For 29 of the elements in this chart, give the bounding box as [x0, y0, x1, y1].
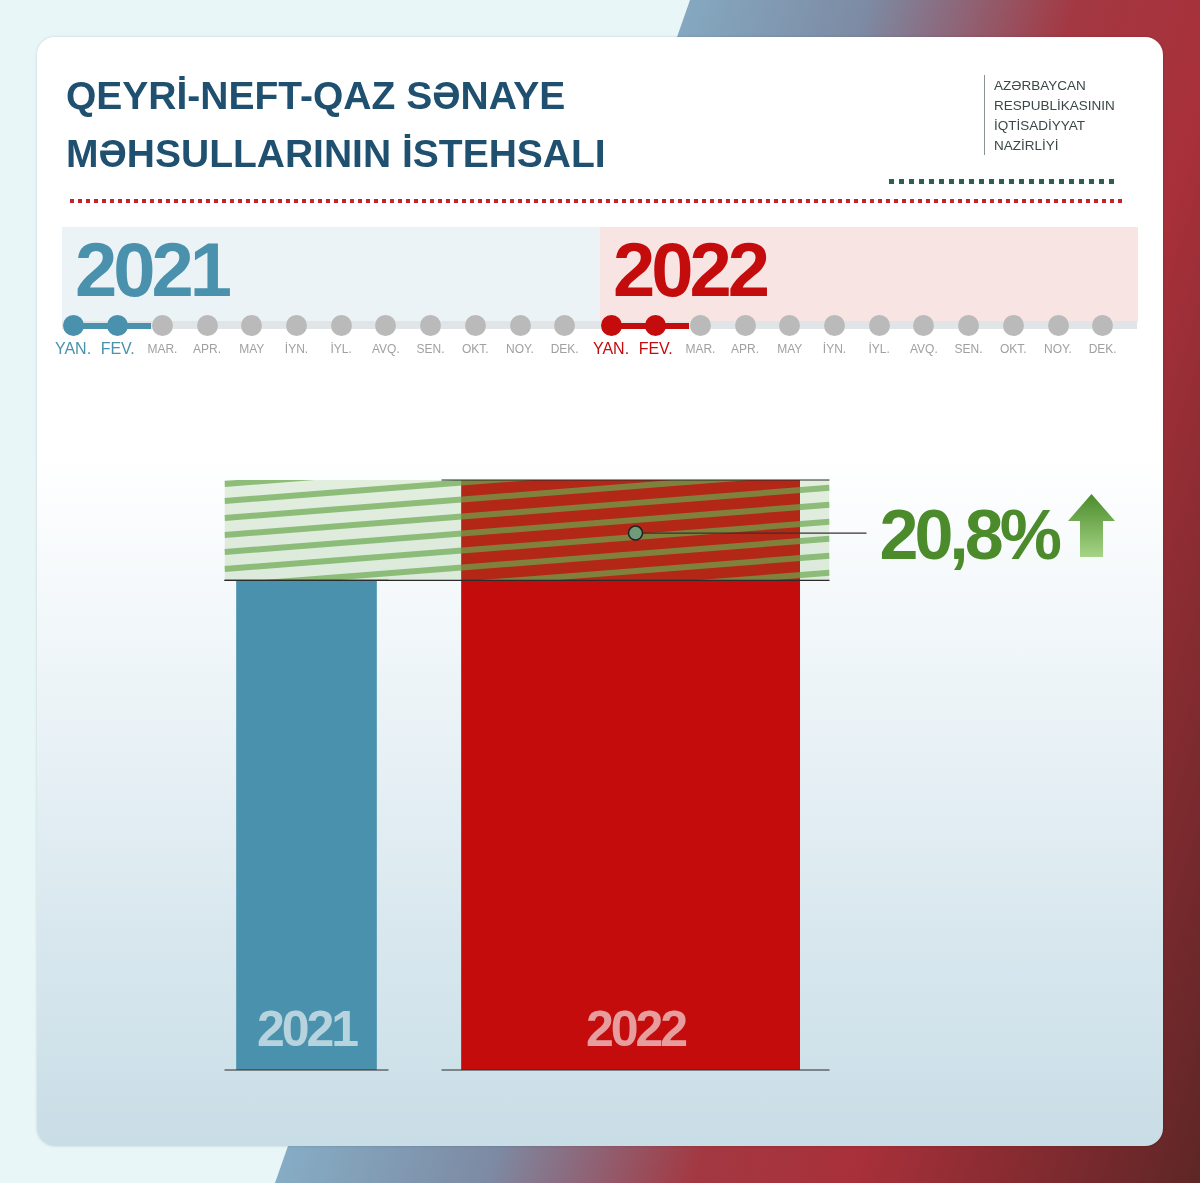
category-label: MAR. [147, 342, 178, 356]
category-label: OKT. [461, 342, 489, 356]
category-label: OKT. [999, 342, 1027, 356]
text: 2021 [75, 227, 229, 312]
category-label: AVQ. [909, 342, 938, 356]
category-label: DEK. [550, 342, 579, 356]
category-label: MAR. [685, 342, 716, 356]
category-label: MAY [777, 342, 803, 356]
category-label: NOY. [1044, 342, 1072, 356]
category-label: AVQ. [371, 342, 400, 356]
text: QEYRİ-NEFT-QAZ SƏNAYE MƏHSULLARININ İSTEHSALI [66, 73, 607, 177]
category-label: SEN. [416, 342, 445, 356]
category-label: DEK. [1088, 342, 1117, 356]
category-label: YAN. [54, 340, 92, 357]
category-label: YAN. [592, 340, 630, 357]
category-label: NOY. [506, 342, 534, 356]
category-label: İYN. [284, 342, 309, 356]
text: 2022 [613, 227, 767, 312]
category-label: İYL. [868, 342, 890, 356]
annotation: 20,8% [879, 496, 1061, 575]
category-label: İYN. [822, 342, 847, 356]
category-label: MAY [239, 342, 265, 356]
category-label: FEV. [100, 340, 135, 357]
category-label: SEN. [954, 342, 983, 356]
category-label: FEV. [638, 340, 673, 357]
text: AZƏRBAYCAN RESPUBLİKASININ İQTİSADİYYAT NAZİRLİYİ [994, 77, 1116, 155]
category-label: İYL. [330, 342, 352, 356]
category-label: APR. [731, 342, 760, 356]
category-label: APR. [193, 342, 222, 356]
